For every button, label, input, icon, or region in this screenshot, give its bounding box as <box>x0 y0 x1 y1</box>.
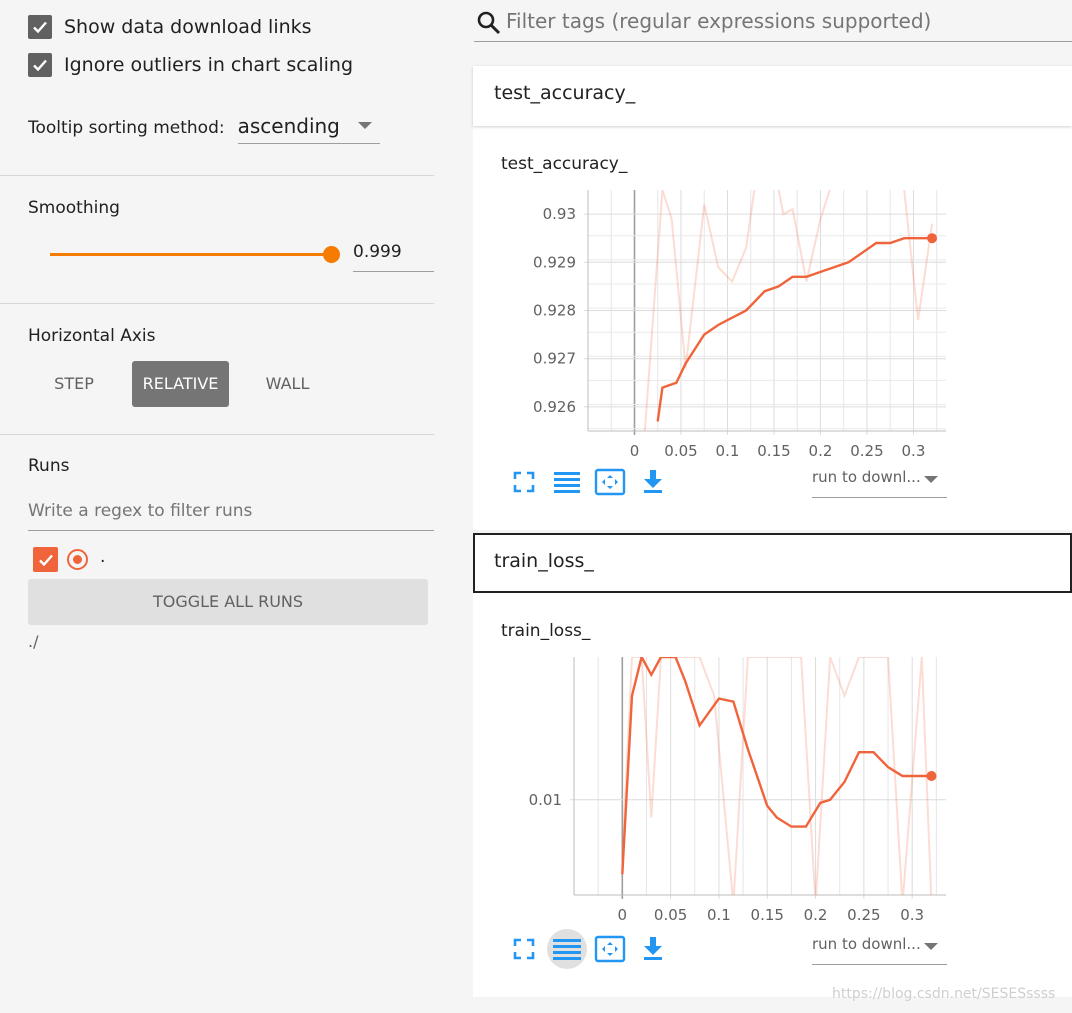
watermark: https://blog.csdn.net/SESESssss <box>832 986 1056 1002</box>
tooltip-sorting-value: ascending <box>237 114 340 138</box>
divider <box>0 303 434 304</box>
axis-wall-button[interactable]: WALL <box>265 374 310 393</box>
tooltip-sorting-row: Tooltip sorting method: ascending <box>28 112 380 144</box>
runs-title: Runs <box>28 456 70 476</box>
y-tick-label: 0.01 <box>529 791 562 809</box>
x-tick-label: 0.05 <box>654 906 687 924</box>
ignore-outliers-option[interactable]: Ignore outliers in chart scaling <box>28 53 353 77</box>
y-tick-label: 0.928 <box>533 302 576 320</box>
sidebar: Show data download links Ignore outliers… <box>0 0 434 1013</box>
chart-test-accuracy[interactable]: 0 0.05 0.1 0.15 0.2 0.25 0.3 0.926 0.927 0.928 0.9… <box>473 66 1072 530</box>
run-name: . <box>100 547 106 567</box>
chart-title: test_accuracy_ <box>501 154 628 174</box>
show-download-links-label: Show data download links <box>64 16 312 38</box>
axis-step-button[interactable]: STEP <box>54 374 94 393</box>
series-endpoint <box>927 233 938 244</box>
run-directory: ./ <box>28 632 39 651</box>
x-tick-label: 0.25 <box>850 442 883 460</box>
log-scale-icon[interactable] <box>545 928 589 970</box>
check-icon <box>33 59 47 72</box>
search-icon <box>477 11 501 35</box>
fullscreen-icon[interactable] <box>513 471 535 493</box>
check-icon <box>38 554 53 566</box>
run-download-dropdown[interactable]: run to downl... <box>812 929 947 965</box>
checkbox-show-download-links[interactable] <box>28 15 52 39</box>
tooltip-sorting-dropdown[interactable]: ascending <box>237 112 380 144</box>
axis-relative-button[interactable]: RELATIVE <box>132 361 229 407</box>
y-tick-label: 0.927 <box>533 350 576 368</box>
series-line-raw <box>621 657 933 895</box>
x-tick-label: 0.25 <box>847 906 880 924</box>
tooltip-sorting-label: Tooltip sorting method: <box>28 118 225 138</box>
x-tick-label: 0.2 <box>809 442 833 460</box>
card-header-title: test_accuracy_ <box>494 82 636 104</box>
show-download-links-option[interactable]: Show data download links <box>28 15 312 39</box>
horizontal-axis-title: Horizontal Axis <box>28 326 156 346</box>
x-tick-label: 0 <box>630 442 640 460</box>
download-icon[interactable] <box>642 935 664 961</box>
y-tick-label: 0.93 <box>543 205 576 223</box>
x-tick-label: 0.15 <box>757 442 790 460</box>
toggle-all-runs-button[interactable]: TOGGLE ALL RUNS <box>28 579 428 625</box>
run-radio[interactable] <box>67 549 88 570</box>
card-train-loss: train_loss_ train_loss_ 0 0.05 0.1 0.15 0.2 0… <box>473 533 1072 997</box>
ignore-outliers-label: Ignore outliers in chart scaling <box>64 54 354 76</box>
check-icon <box>33 21 47 34</box>
run-checkbox[interactable] <box>33 547 58 572</box>
fit-domain-icon[interactable] <box>594 935 626 963</box>
card-header-train-loss[interactable]: train_loss_ <box>473 533 1072 593</box>
chevron-down-icon <box>924 476 938 483</box>
chart-title: train_loss_ <box>501 621 591 641</box>
smoothing-slider-handle[interactable] <box>323 246 340 263</box>
run-download-value: run to downl... <box>812 935 921 953</box>
card-header-title: train_loss_ <box>494 550 594 572</box>
fullscreen-icon[interactable] <box>513 938 535 960</box>
divider <box>0 175 434 176</box>
log-scale-icon[interactable] <box>553 470 581 494</box>
series-endpoint <box>926 771 937 781</box>
smoothing-value-input[interactable]: 0.999 <box>353 236 434 272</box>
runs-filter-input[interactable]: Write a regex to filter runs <box>28 497 434 531</box>
card-test-accuracy: test_accuracy_ test_accuracy_ 0 0.05 0.1 0.… <box>473 66 1072 530</box>
fit-domain-icon[interactable] <box>594 468 626 496</box>
checkbox-ignore-outliers[interactable] <box>28 53 52 77</box>
smoothing-title: Smoothing <box>28 198 120 218</box>
smoothing-slider-track[interactable] <box>50 253 332 256</box>
tag-filter-input[interactable]: Filter tags (regular expressions support… <box>474 4 1072 42</box>
x-tick-label: 0.3 <box>902 442 926 460</box>
chevron-down-icon <box>357 122 372 129</box>
card-header-test-accuracy[interactable]: test_accuracy_ <box>473 66 1072 126</box>
x-tick-label: 0.3 <box>900 906 924 924</box>
x-tick-label: 0.1 <box>716 442 740 460</box>
y-tick-label: 0.926 <box>533 398 576 416</box>
x-tick-label: 0 <box>618 906 628 924</box>
y-tick-label: 0.929 <box>533 253 576 271</box>
download-icon[interactable] <box>642 468 664 494</box>
tag-filter-placeholder: Filter tags (regular expressions support… <box>506 9 932 33</box>
x-tick-label: 0.1 <box>707 906 731 924</box>
x-tick-label: 0.15 <box>751 906 784 924</box>
divider <box>0 434 434 435</box>
x-tick-label: 0.05 <box>664 442 697 460</box>
chart-train-loss[interactable]: 0 0.05 0.1 0.15 0.2 0.25 0.3 0.01 <box>473 533 1072 997</box>
series-line-smoothed <box>621 657 932 875</box>
run-download-dropdown[interactable]: run to downl... <box>812 462 947 498</box>
chevron-down-icon <box>924 943 938 950</box>
x-tick-label: 0.2 <box>804 906 828 924</box>
run-download-value: run to downl... <box>812 468 921 486</box>
series-line-raw <box>643 190 934 431</box>
series-line-smoothed <box>656 236 933 422</box>
